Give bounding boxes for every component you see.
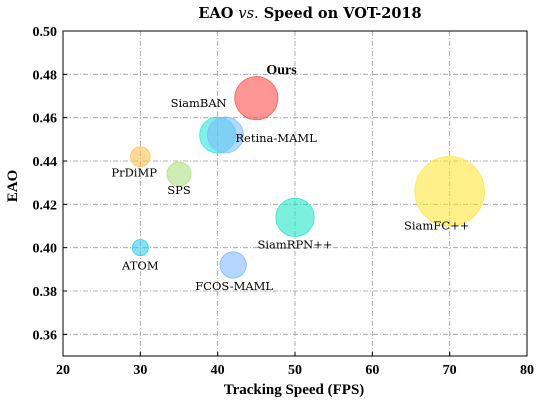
y-tick-label: 0.38 [33,285,58,300]
label-layer: Ours SiamBAN Retina-MAML PrDiMP SPS SiamFC++ S… [111,63,469,293]
bubble-sps [166,161,192,187]
label-retina-maml: Retina-MAML [235,131,317,145]
frame-layer: 20 30 40 50 60 70 80 0.36 0.38 0.40 0.42 0.44 0.46 0.… [33,25,535,378]
label-siamban: SiamBAN [171,96,227,110]
bubble-layer [130,76,485,279]
x-tick-label: 40 [211,363,225,378]
x-tick-label: 80 [520,363,534,378]
bubble-retina-maml [206,116,244,154]
label-siamfc: SiamFC++ [404,218,469,232]
bubble-prdimp [130,146,151,167]
bubble-fcos-maml [219,251,247,279]
chart-title-vs: vs. [238,6,258,22]
x-tick-label: 30 [133,363,147,378]
label-prdimp: PrDiMP [111,166,157,180]
x-axis-label: Tracking Speed (FPS) [224,382,365,398]
x-tick-label: 70 [443,363,457,378]
bubble-ours [234,76,279,121]
y-tick-label: 0.50 [33,25,58,40]
y-tick-label: 0.36 [33,328,58,343]
x-tick-label: 50 [288,363,302,378]
chart-title-post: Speed on VOT-2018 [259,5,422,22]
label-sps: SPS [167,183,191,197]
x-tick-label: 60 [365,363,379,378]
y-tick-label: 0.46 [33,112,58,127]
chart-title-pre: EAO [198,5,238,22]
chart-title: EAO vs. Speed on VOT-2018 [198,5,421,22]
x-tick-label: 20 [56,363,70,378]
bubble-atom [131,239,149,257]
y-tick-label: 0.42 [33,198,58,213]
bubble-siamfc [414,156,485,227]
y-tick-label: 0.44 [33,155,58,170]
bubble-siamrpn [275,197,315,237]
label-atom: ATOM [121,259,159,273]
plot-frame [62,30,528,357]
y-tick-label: 0.40 [33,242,58,257]
label-fcos-maml: FCOS-MAML [195,279,273,293]
label-siamrpn: SiamRPN++ [257,237,332,251]
y-axis-label: EAO [5,170,21,203]
y-tick-label: 0.48 [33,68,58,83]
label-ours: Ours [266,63,297,78]
